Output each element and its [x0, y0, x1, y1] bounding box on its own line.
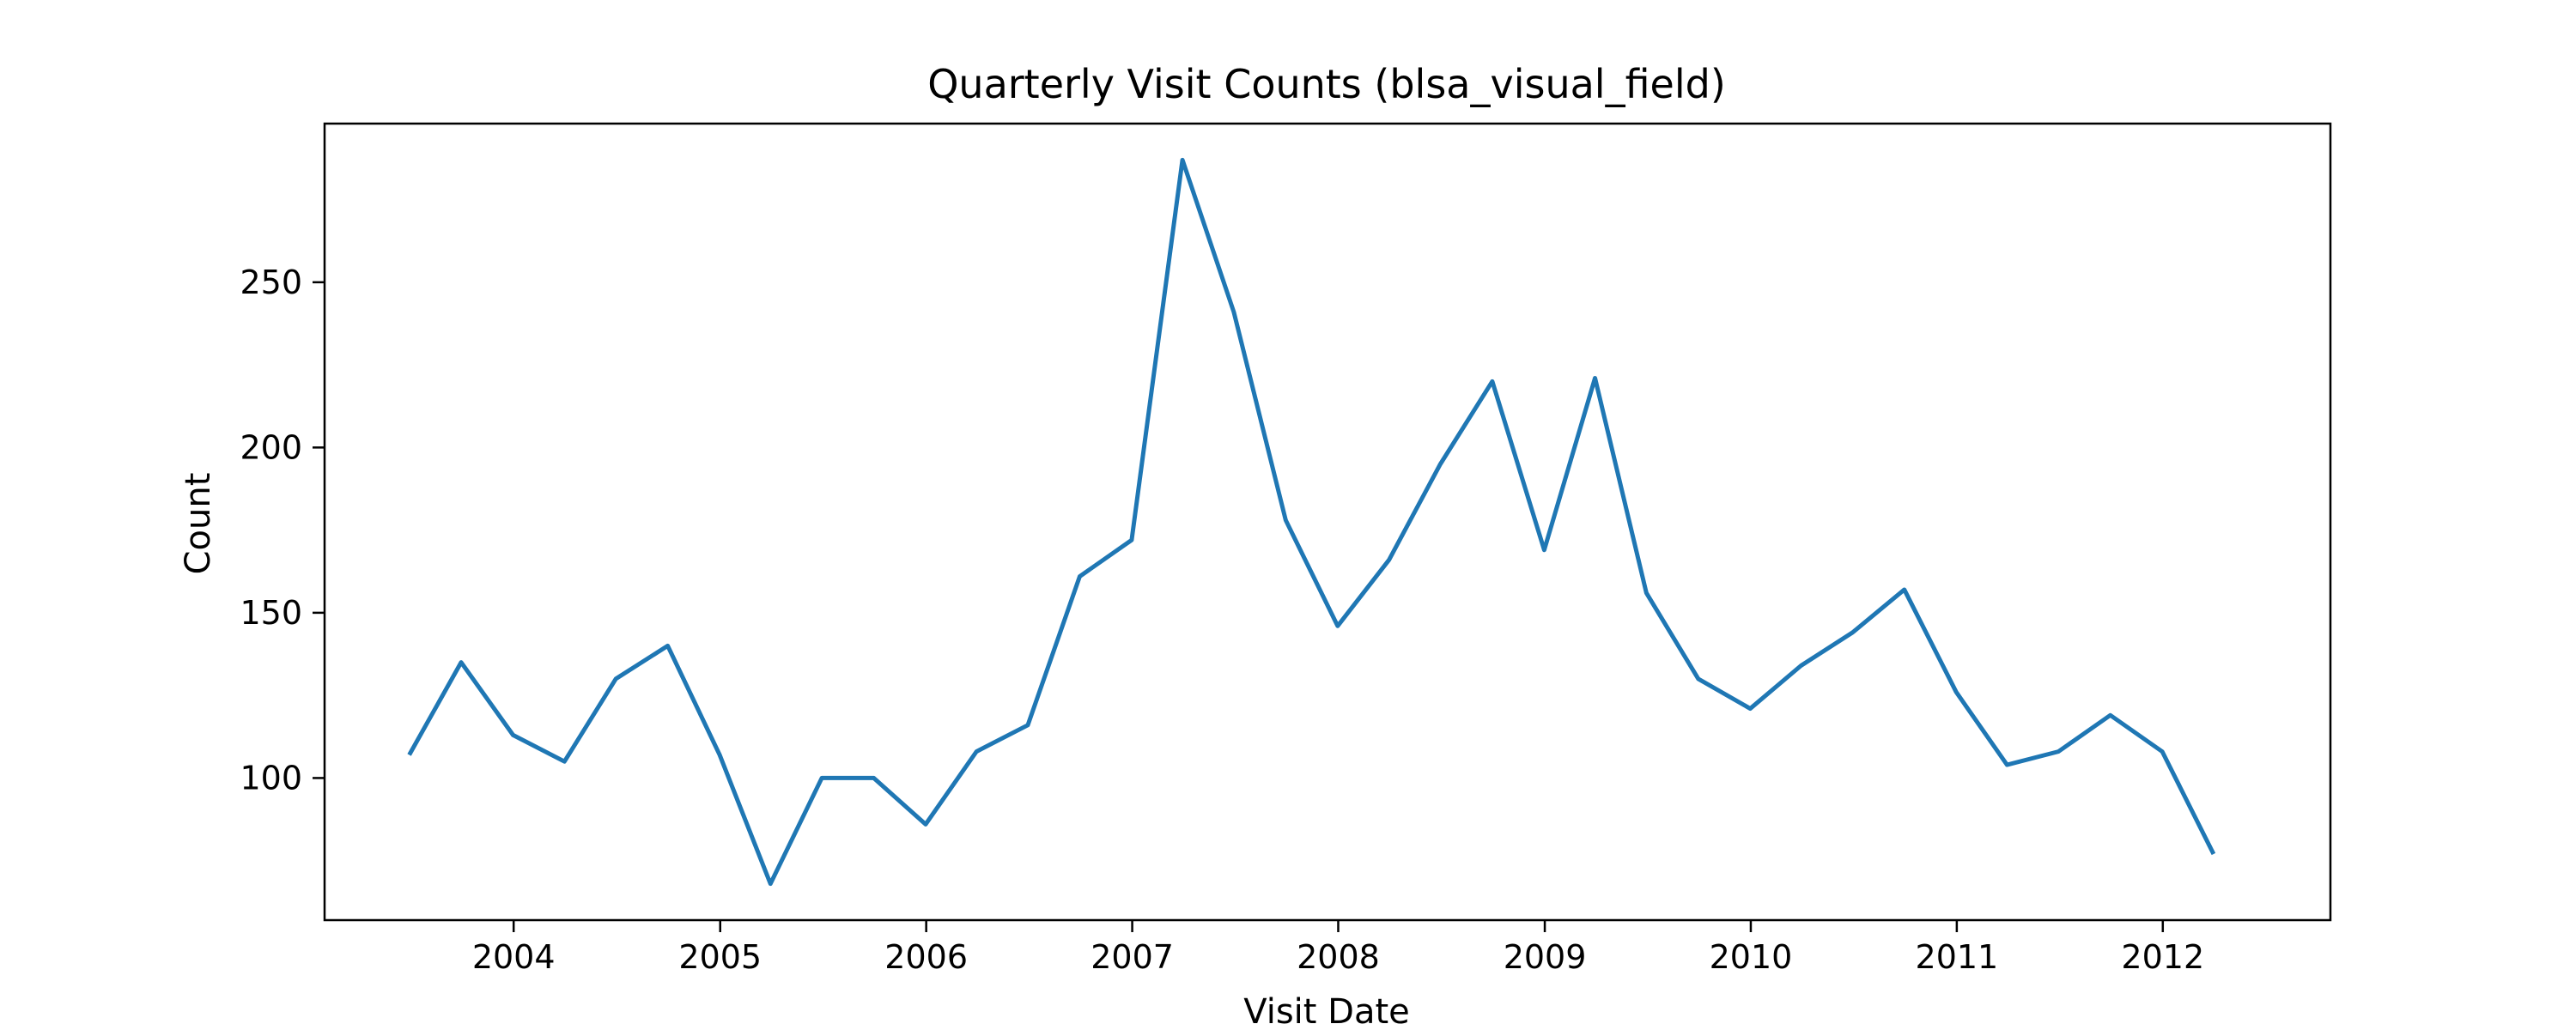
y-axis-title: Count — [179, 473, 218, 575]
y-tick-label: 100 — [240, 759, 302, 797]
x-tick-label: 2010 — [1710, 938, 1793, 976]
x-tick-label: 2008 — [1297, 938, 1380, 976]
series-line — [407, 157, 2216, 887]
y-tick-label: 250 — [240, 264, 302, 301]
x-tick-label: 2007 — [1091, 938, 1174, 976]
y-tick-label: 150 — [240, 594, 302, 632]
x-axis-title: Visit Date — [1243, 992, 1410, 1030]
x-tick-label: 2005 — [678, 938, 762, 976]
plot-area: 2004 2005 2006 2007 2008 2009 2010 2011 2012 100 1… — [240, 122, 2332, 976]
plot-frame — [323, 122, 2332, 922]
y-tick-label: 200 — [240, 428, 302, 466]
x-tick-label: 2006 — [884, 938, 968, 976]
x-tick-label: 2012 — [2121, 938, 2204, 976]
x-tick-label: 2004 — [472, 938, 556, 976]
chart-title: Quarterly Visit Counts (blsa_visual_fiel… — [927, 61, 1726, 107]
x-tick-label: 2009 — [1504, 938, 1587, 976]
x-tick-label: 2011 — [1916, 938, 1999, 976]
